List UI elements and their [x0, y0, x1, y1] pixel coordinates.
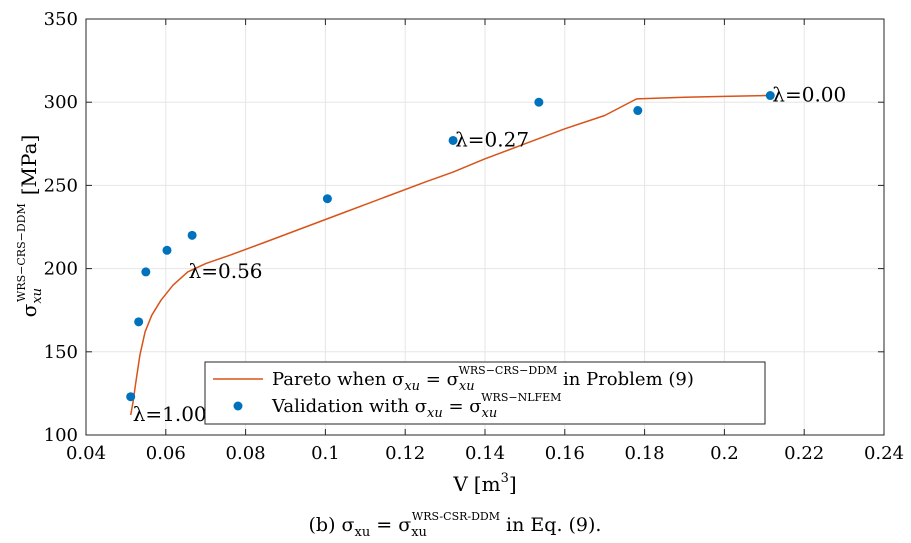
legend: Pareto when σxu = σxuWRS−CRS−DDM in Prob…: [204, 361, 766, 425]
y-tick-label: 200: [44, 259, 78, 280]
x-tick-label: 0.14: [465, 443, 505, 464]
validation-point: [322, 194, 332, 204]
validation-point: [534, 97, 544, 107]
x-tick-label: 0.2: [710, 443, 739, 464]
y-tick-label: 350: [44, 9, 78, 30]
x-tick-label: 0.12: [385, 443, 425, 464]
validation-point: [187, 230, 197, 240]
legend-box: [204, 361, 766, 425]
x-tick-label: 0.24: [864, 443, 904, 464]
validation-point: [126, 392, 136, 402]
x-tick-label: 0.22: [784, 443, 824, 464]
legend-marker-swatch: [233, 401, 243, 411]
validation-point: [162, 245, 172, 255]
y-tick-label: 100: [44, 425, 78, 446]
y-tick-label: 250: [44, 175, 78, 196]
x-tick-label: 0.1: [311, 443, 340, 464]
axis-ticks: 0.04 0.06 0.08 0.1 0.12 0.14 0.16 0.18 0.2 0.22 0.…: [44, 9, 904, 464]
x-tick-label: 0.08: [226, 443, 266, 464]
x-axis-label: V [m3]: [452, 471, 516, 496]
legend-entry-validation: Validation with σxu = σxuWRS−NLFEM: [271, 391, 561, 421]
x-tick-label: 0.06: [146, 443, 186, 464]
validation-point: [134, 317, 144, 327]
x-tick-label: 0.04: [66, 443, 106, 464]
x-tick-label: 0.16: [545, 443, 585, 464]
validation-point: [141, 267, 151, 277]
legend-entry-pareto: Pareto when σxu = σxuWRS−CRS−DDM in Prob…: [272, 364, 694, 394]
validation-points-layer: [126, 91, 775, 402]
lambda-label: λ=0.56: [189, 259, 263, 283]
lambda-label: λ=0.27: [455, 127, 529, 151]
y-tick-label: 150: [44, 342, 78, 363]
y-axis-label: σxuWRS−CRS−DDM[MPa]: [15, 135, 45, 318]
lambda-label: λ=0.00: [772, 83, 846, 107]
validation-point: [633, 106, 643, 116]
y-tick-label: 300: [44, 92, 78, 113]
pareto-curve: [129, 94, 769, 416]
lambda-label: λ=1.00: [133, 402, 207, 426]
x-tick-label: 0.18: [625, 443, 665, 464]
figure-caption: (b) σxu = σxuWRS-CSR-DDM in Eq. (9).: [309, 510, 602, 540]
lambda-annotations: λ=1.00 λ=0.56 λ=0.27 λ=0.00: [133, 83, 847, 426]
pareto-curve-layer: [129, 94, 769, 416]
validation-point: [765, 91, 775, 101]
validation-point: [448, 135, 458, 145]
